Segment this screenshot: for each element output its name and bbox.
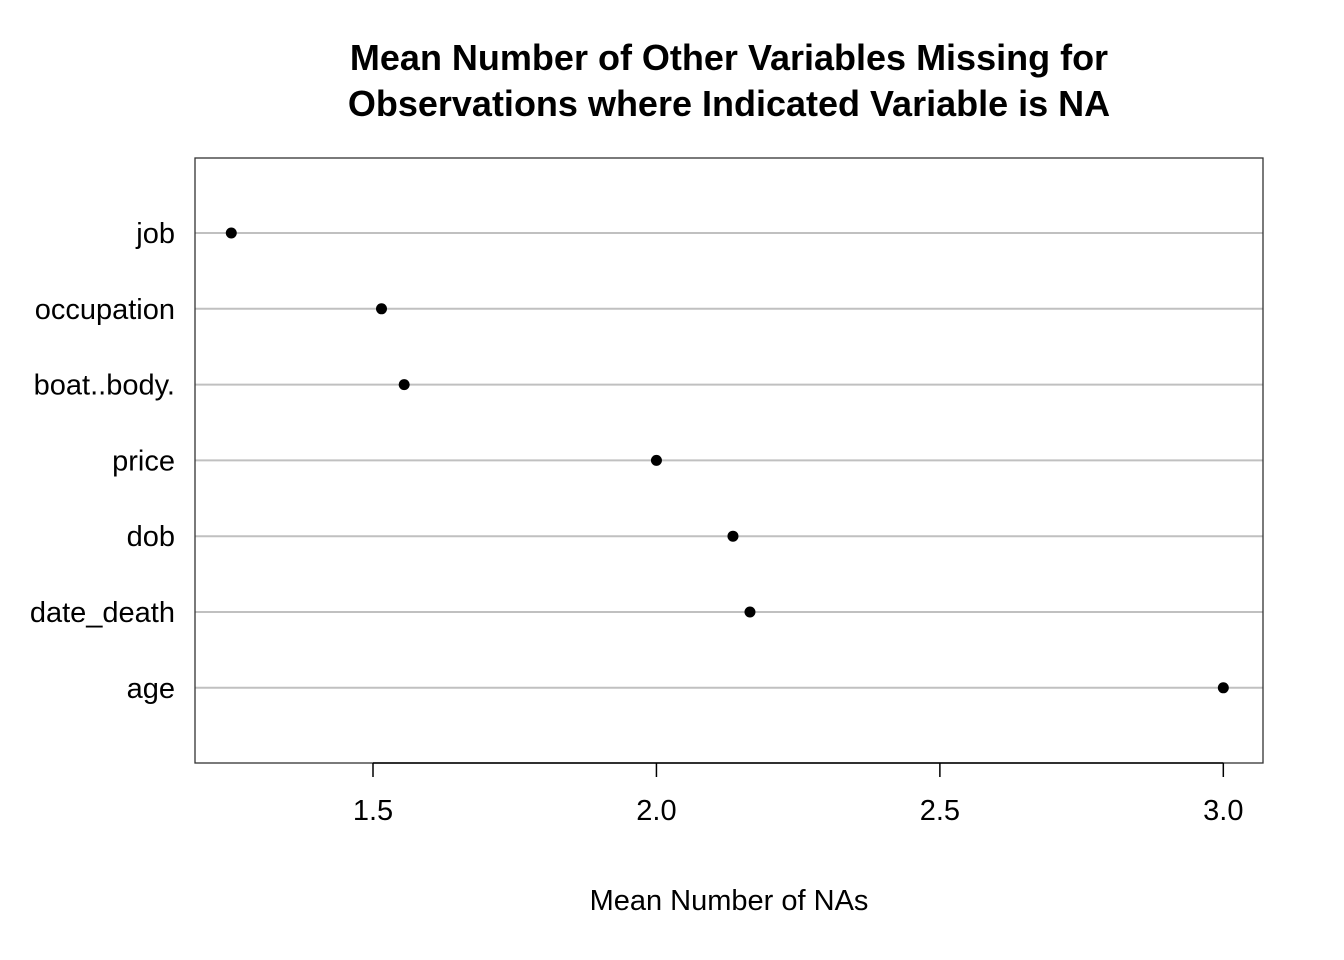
category-label: boat..body.: [34, 370, 175, 402]
data-point-job: [225, 227, 237, 239]
x-tick-label: 3.0: [1203, 795, 1243, 827]
category-label: job: [135, 218, 175, 250]
data-points: [225, 227, 1229, 694]
data-point-price: [650, 454, 662, 466]
x-axis: 1.5 2.0 2.5 3.0: [353, 762, 1243, 827]
category-label: date_death: [30, 597, 175, 629]
x-tick-label: 1.5: [353, 795, 393, 827]
data-point-age: [1217, 682, 1229, 694]
data-point-boat..body.: [398, 379, 410, 391]
gridlines: [195, 232, 1263, 689]
data-point-occupation: [376, 303, 388, 315]
category-label: age: [127, 673, 175, 705]
x-tick-label: 2.0: [636, 795, 676, 827]
data-point-dob: [727, 530, 739, 542]
x-tick-label: 2.5: [920, 795, 960, 827]
category-label: occupation: [35, 294, 175, 326]
chart-title-line-2: Observations where Indicated Variable is…: [348, 83, 1110, 124]
category-label: price: [112, 445, 175, 477]
x-axis-title: Mean Number of NAs: [590, 885, 869, 917]
y-axis-labels: job occupation boat..body. price dob date_dea…: [30, 218, 175, 705]
category-label: dob: [127, 521, 175, 553]
chart-title-line-1: Mean Number of Other Variables Missing f…: [350, 37, 1108, 78]
data-point-date_death: [744, 606, 756, 618]
